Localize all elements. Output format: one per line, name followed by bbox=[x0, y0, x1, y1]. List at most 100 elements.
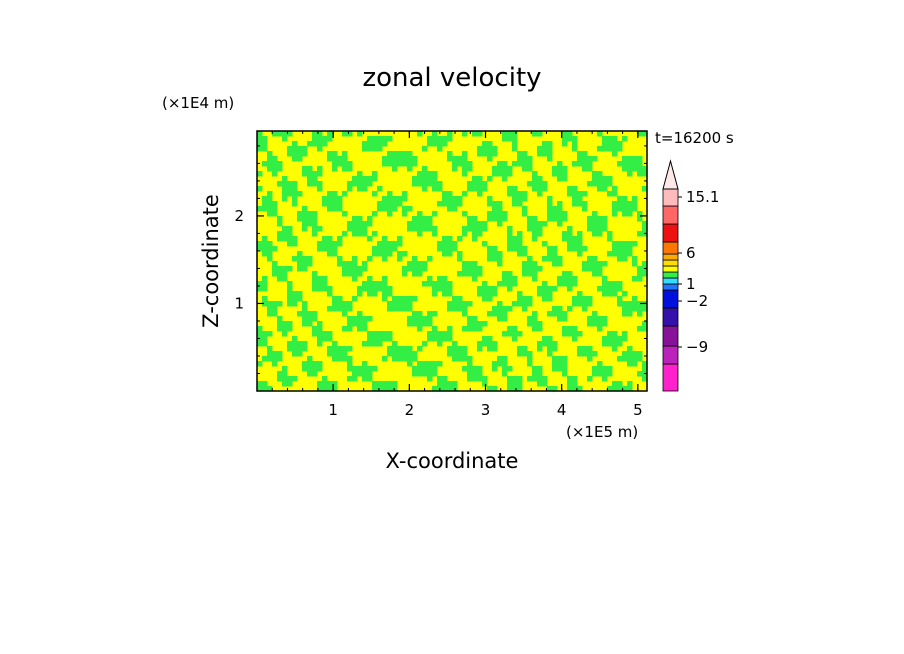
field-cell bbox=[292, 236, 298, 242]
field-cell bbox=[382, 286, 388, 292]
field-cell bbox=[372, 381, 378, 387]
field-cell bbox=[457, 236, 463, 242]
field-cell bbox=[337, 156, 343, 162]
field-cell bbox=[292, 181, 298, 187]
field-cell bbox=[377, 331, 383, 337]
field-cell bbox=[292, 141, 298, 147]
field-cell bbox=[512, 331, 518, 337]
field-cell bbox=[497, 256, 503, 262]
field-cell bbox=[557, 166, 563, 172]
field-cell bbox=[347, 131, 353, 137]
field-cell bbox=[447, 381, 453, 387]
field-cell bbox=[482, 296, 488, 302]
field-cell bbox=[432, 136, 438, 142]
field-cell bbox=[477, 321, 483, 327]
field-cell bbox=[287, 381, 293, 387]
field-cell bbox=[562, 356, 568, 362]
field-cell bbox=[292, 186, 298, 192]
field-cell bbox=[567, 386, 573, 391]
field-cell bbox=[372, 176, 378, 182]
field-cell bbox=[362, 366, 368, 372]
field-cell bbox=[602, 281, 608, 287]
field-cell bbox=[382, 331, 388, 337]
field-cell bbox=[357, 131, 363, 137]
field-cell bbox=[382, 381, 388, 387]
field-cell bbox=[297, 191, 303, 197]
field-cell bbox=[327, 206, 333, 212]
field-cell bbox=[567, 186, 573, 192]
field-cell bbox=[342, 166, 348, 172]
field-cell bbox=[432, 361, 438, 367]
field-cell bbox=[577, 156, 583, 162]
y-scale-label: (×1E4 m) bbox=[162, 94, 234, 112]
field-cell bbox=[412, 221, 418, 227]
field-cell bbox=[637, 131, 643, 137]
field-cell bbox=[342, 231, 348, 237]
field-cell bbox=[622, 211, 628, 217]
field-cell bbox=[512, 241, 518, 247]
field-cell bbox=[627, 156, 633, 162]
field-cell bbox=[567, 376, 573, 382]
field-cell bbox=[347, 271, 353, 277]
field-cell bbox=[562, 131, 568, 137]
field-cell bbox=[367, 331, 373, 337]
colorbar-label: 6 bbox=[686, 244, 696, 262]
field-cell bbox=[302, 221, 308, 227]
field-cell bbox=[277, 371, 283, 377]
field-cell bbox=[407, 361, 413, 367]
field-cell bbox=[382, 201, 388, 207]
field-cell bbox=[402, 211, 408, 217]
field-cell bbox=[422, 361, 428, 367]
field-cell bbox=[552, 346, 558, 352]
field-cell bbox=[372, 386, 378, 391]
field-cell bbox=[602, 216, 608, 222]
field-cell bbox=[267, 196, 273, 202]
field-cell bbox=[397, 306, 403, 312]
field-cell bbox=[592, 221, 598, 227]
field-cell bbox=[642, 226, 647, 232]
field-cell bbox=[262, 301, 268, 307]
field-cell bbox=[307, 316, 313, 322]
field-cell bbox=[567, 131, 573, 137]
field-cell bbox=[467, 226, 473, 232]
field-cell bbox=[572, 386, 578, 391]
colorbar-segment bbox=[662, 363, 679, 392]
field-cell bbox=[492, 286, 498, 292]
field-cell bbox=[362, 361, 368, 367]
field-cell bbox=[597, 266, 603, 272]
field-cell bbox=[532, 221, 538, 227]
field-cell bbox=[267, 306, 273, 312]
field-cell bbox=[467, 216, 473, 222]
field-cell bbox=[352, 256, 358, 262]
field-cell bbox=[372, 286, 378, 292]
field-cell bbox=[502, 131, 508, 137]
field-cell bbox=[297, 346, 303, 352]
field-cell bbox=[287, 301, 293, 307]
field-cell bbox=[557, 221, 563, 227]
field-cell bbox=[307, 166, 313, 172]
field-cell bbox=[377, 141, 383, 147]
field-cell bbox=[307, 181, 313, 187]
field-cell bbox=[612, 241, 618, 247]
field-cell bbox=[582, 161, 588, 167]
field-cell bbox=[297, 211, 303, 217]
field-cell bbox=[462, 271, 468, 277]
field-cell bbox=[592, 181, 598, 187]
field-cell bbox=[412, 266, 418, 272]
field-cell bbox=[562, 371, 568, 377]
field-cell bbox=[337, 241, 343, 247]
field-cell bbox=[532, 216, 538, 222]
field-cell bbox=[517, 236, 523, 242]
field-cell bbox=[602, 221, 608, 227]
field-cell bbox=[632, 206, 638, 212]
field-cell bbox=[402, 356, 408, 362]
field-cell bbox=[317, 276, 323, 282]
field-cell bbox=[432, 326, 438, 332]
field-cell bbox=[462, 356, 468, 362]
field-cell bbox=[427, 376, 433, 382]
field-cell bbox=[607, 176, 613, 182]
field-cell bbox=[292, 241, 298, 247]
field-cell bbox=[332, 356, 338, 362]
field-cell bbox=[257, 136, 263, 142]
field-cell bbox=[592, 211, 598, 217]
